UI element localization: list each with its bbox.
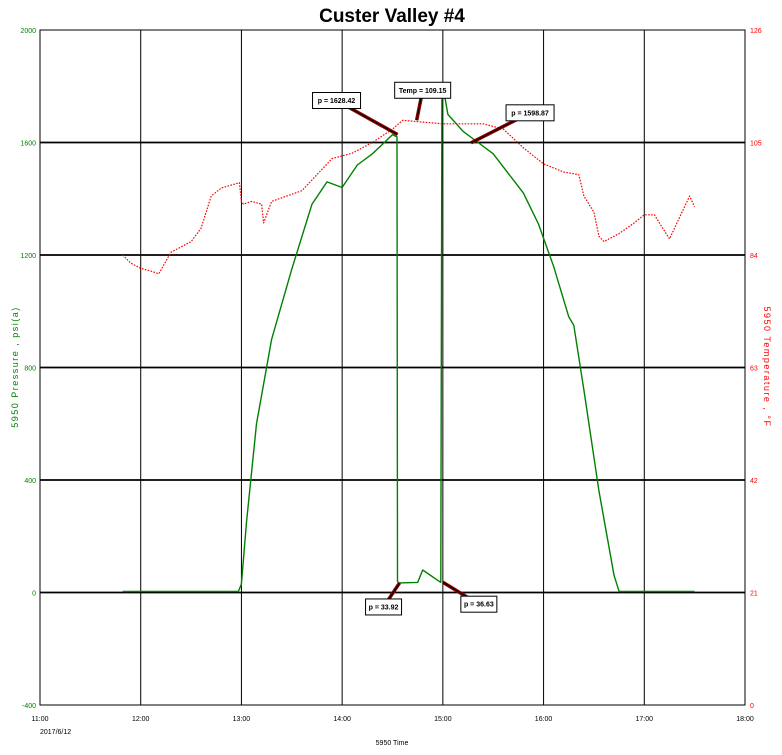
tick-labels: 11:00 12:00 13:00 14:00 15:00 16:00 17:00 18:00… (20, 28, 761, 723)
y-left-tick-label: 2000 (20, 28, 36, 35)
annotation-label: Temp = 109.15 (399, 88, 447, 95)
y-left-tick-label: -400 (22, 703, 36, 710)
annotation-label: p = 1598.87 (511, 110, 549, 117)
annotation-box (312, 92, 362, 110)
left-axis-label: 5950 Pressure , psi(a) (10, 306, 20, 428)
x-tick-label: 17:00 (636, 716, 654, 723)
annotation-label: p = 1628.42 (318, 98, 356, 105)
x-axis-label: 5950 Time (376, 740, 409, 747)
series-layer (122, 85, 696, 593)
annotation-box (365, 598, 403, 616)
x-tick-label: 14:00 (333, 716, 351, 723)
y-left-tick-label: 800 (24, 366, 36, 373)
y-right-tick-label: 105 (750, 141, 762, 148)
y-left-tick-label: 0 (32, 591, 36, 598)
y-left-tick-label: 400 (24, 478, 36, 485)
x-tick-label: 16:00 (535, 716, 553, 723)
x-tick-label: 15:00 (434, 716, 452, 723)
annotation-label: p = 36.63 (464, 602, 494, 609)
y-right-tick-label: 42 (750, 478, 758, 485)
date-label: 2017/6/12 (40, 729, 71, 736)
x-tick-label: 12:00 (132, 716, 150, 723)
annotation-box (394, 81, 452, 99)
annotation-box (505, 104, 555, 122)
chart-title: Custer Valley #4 (319, 6, 465, 27)
y-right-tick-label: 0 (750, 703, 754, 710)
y-right-tick-label: 63 (750, 366, 758, 373)
x-tick-label: 11:00 (32, 716, 49, 723)
y-left-tick-label: 1600 (20, 141, 36, 148)
x-tick-label: 13:00 (233, 716, 251, 723)
annotation-layer: p = 1628.42 Temp = 109.15 p = 1598.87 p = 3… (312, 81, 555, 616)
right-axis-label: 5950 Temperature , °F (762, 307, 772, 428)
y-left-tick-label: 1200 (20, 253, 36, 260)
y-right-tick-label: 126 (750, 28, 762, 35)
y-right-tick-label: 21 (750, 591, 758, 598)
y-right-tick-label: 84 (750, 253, 758, 260)
pressure-series-line (122, 85, 695, 593)
temperature-series-line (122, 119, 696, 275)
grid-lines (40, 30, 745, 705)
annotation-box (460, 595, 498, 613)
annotation-label: p = 33.92 (369, 604, 399, 611)
x-tick-label: 18:00 (736, 716, 754, 723)
